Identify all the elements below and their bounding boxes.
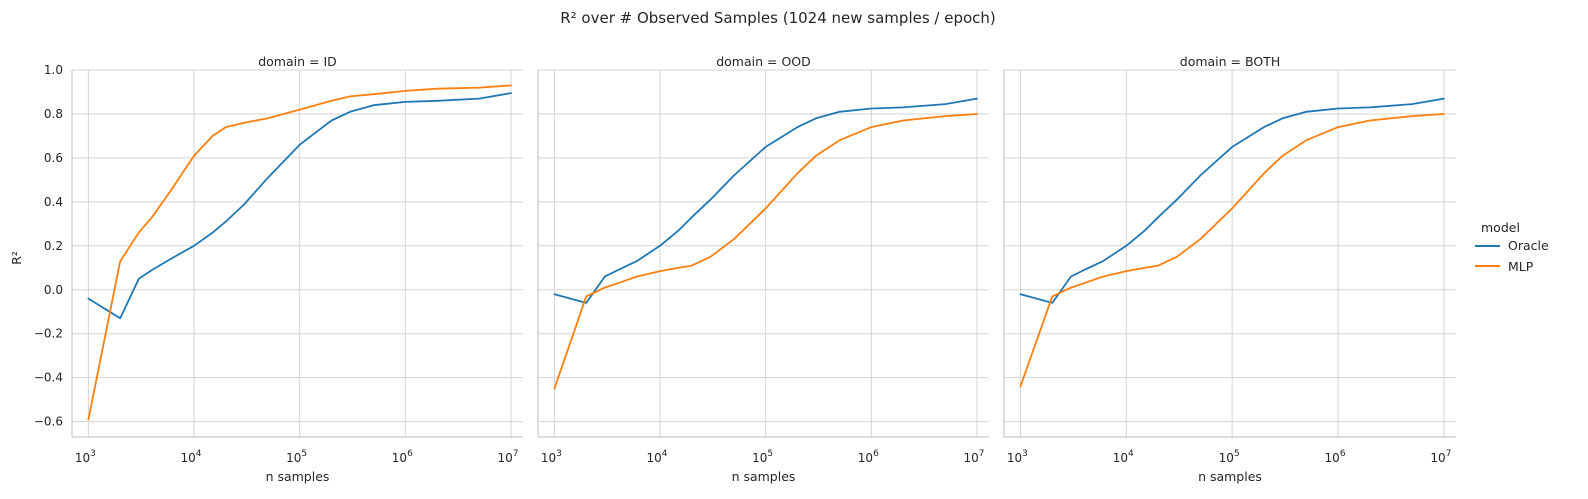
x-tick-label: 106 bbox=[1325, 449, 1346, 465]
legend: model Oracle MLP bbox=[1475, 220, 1549, 274]
y-tick-label: −0.6 bbox=[34, 415, 63, 429]
x-axis-title: n samples bbox=[732, 469, 796, 484]
y-tick-label: −0.2 bbox=[34, 327, 63, 341]
series-line-mlp bbox=[1019, 113, 1445, 388]
x-tick-label: 106 bbox=[392, 449, 413, 465]
series-line-oracle bbox=[1019, 97, 1445, 304]
x-tick-label: 105 bbox=[752, 449, 773, 465]
y-tick-label: 0.8 bbox=[44, 107, 63, 121]
series-line-oracle bbox=[87, 92, 512, 320]
x-axis-title: n samples bbox=[266, 469, 330, 484]
x-tick-label: 107 bbox=[963, 449, 984, 465]
y-tick-label: 0.2 bbox=[44, 239, 63, 253]
x-tick-label: 107 bbox=[497, 449, 518, 465]
x-axis-title: n samples bbox=[1198, 469, 1262, 484]
x-tick-label: 103 bbox=[541, 449, 562, 465]
y-tick-label: 0.4 bbox=[44, 195, 63, 209]
legend-title: model bbox=[1481, 220, 1520, 235]
x-tick-label: 104 bbox=[181, 449, 202, 465]
panel-title: domain = BOTH bbox=[1180, 54, 1280, 69]
y-tick-label: 1.0 bbox=[44, 63, 63, 77]
panels: domain = ID −0.6 −0.4 −0.2 0.0 0.2 0.4 0.6 0.8 1.… bbox=[34, 54, 1456, 484]
x-tick-label: 103 bbox=[75, 449, 96, 465]
x-tick-label: 105 bbox=[1219, 449, 1240, 465]
legend-label-oracle: Oracle bbox=[1508, 238, 1549, 253]
panel-1: domain = ID −0.6 −0.4 −0.2 0.0 0.2 0.4 0.6 0.8 1.… bbox=[34, 54, 523, 484]
panel-2: domain = OOD 103 104 105 106 107 n samples bbox=[537, 54, 989, 484]
x-tick-label: 106 bbox=[858, 449, 879, 465]
x-tick-label: 104 bbox=[647, 449, 668, 465]
legend-label-mlp: MLP bbox=[1508, 259, 1534, 274]
panel-title: domain = ID bbox=[258, 54, 337, 69]
x-tick-label: 103 bbox=[1007, 449, 1028, 465]
x-tick-label: 104 bbox=[1113, 449, 1134, 465]
panel-title: domain = OOD bbox=[716, 54, 811, 69]
x-tick-label: 107 bbox=[1430, 449, 1451, 465]
series-line-mlp bbox=[553, 113, 978, 390]
x-tick-label: 105 bbox=[286, 449, 307, 465]
y-tick-label: 0.6 bbox=[44, 151, 63, 165]
series-line-mlp bbox=[87, 84, 512, 421]
y-tick-label: −0.4 bbox=[34, 371, 63, 385]
series-line-oracle bbox=[553, 97, 978, 304]
chart-title: R² over # Observed Samples (1024 new sam… bbox=[560, 9, 996, 27]
panel-3: domain = BOTH 103 104 105 106 107 n samples bbox=[1003, 54, 1456, 484]
y-tick-label: 0.0 bbox=[44, 283, 63, 297]
y-axis-title: R² bbox=[9, 251, 24, 265]
